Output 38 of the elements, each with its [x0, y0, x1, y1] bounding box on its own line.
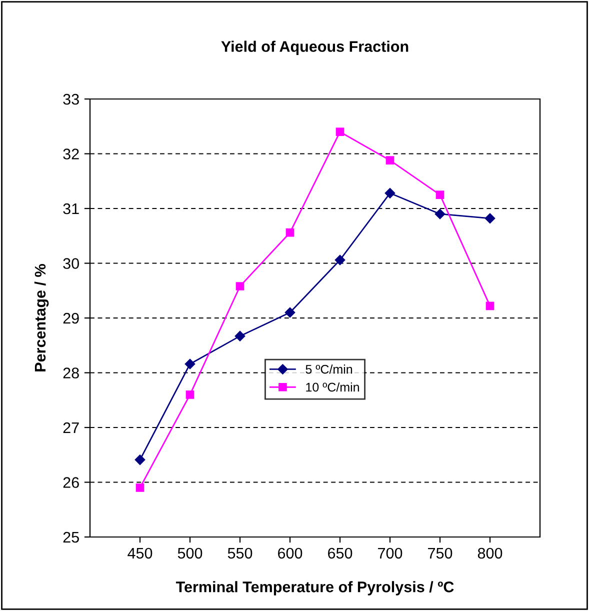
- point: [284, 307, 296, 318]
- y-tick-label: 25: [63, 532, 79, 543]
- y-tick-label: 33: [63, 94, 79, 105]
- point: [434, 208, 446, 220]
- point: [184, 358, 196, 370]
- x-tick-label: 750: [428, 548, 452, 559]
- point: [186, 390, 194, 399]
- x-tick-label: 500: [178, 548, 202, 559]
- x-tick-label: 800: [478, 548, 502, 559]
- point: [484, 213, 496, 224]
- point: [436, 190, 444, 199]
- point: [334, 254, 346, 266]
- chart-title: Yield of Aqueous Fraction: [221, 40, 408, 55]
- point: [134, 454, 146, 465]
- x-tick-label: 700: [378, 548, 402, 559]
- y-tick-label: 27: [63, 422, 79, 434]
- point: [234, 330, 246, 342]
- y-axis-title: Percentage / %: [34, 264, 49, 372]
- point: [336, 128, 344, 136]
- x-axis-title: Terminal Temperature of Pyrolysis / ºC: [176, 581, 454, 596]
- y-tick-label: 28: [63, 368, 79, 378]
- point: [136, 484, 144, 492]
- y-tick-label: 26: [63, 477, 79, 488]
- point: [236, 282, 244, 290]
- point: [286, 228, 294, 237]
- legend-label: 5 ºC/min: [306, 364, 352, 374]
- point: [486, 302, 494, 310]
- y-tick-label: 30: [63, 258, 79, 269]
- x-tick-label: 450: [128, 548, 152, 559]
- point: [384, 188, 396, 198]
- point: [386, 156, 394, 164]
- x-tick-label: 550: [228, 548, 252, 559]
- legend-label: 10 ºC/min: [306, 382, 359, 392]
- x-tick-label: 650: [328, 548, 352, 559]
- y-tick-label: 29: [63, 312, 79, 324]
- y-tick-label: 32: [63, 148, 79, 160]
- y-tick-label: 31: [63, 203, 79, 214]
- x-tick-label: 600: [278, 548, 302, 559]
